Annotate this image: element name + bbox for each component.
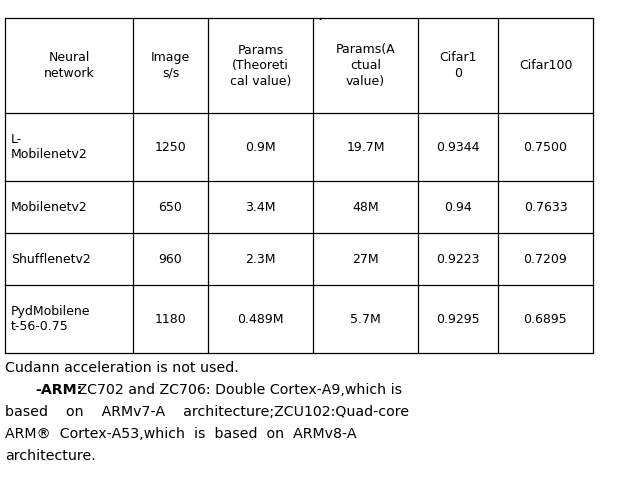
Text: 19.7M: 19.7M: [346, 141, 385, 153]
Text: 0.9223: 0.9223: [436, 252, 480, 266]
Text: architecture.: architecture.: [5, 449, 96, 463]
Text: Neural
network: Neural network: [44, 51, 94, 80]
Text: Cudann acceleration is not used.: Cudann acceleration is not used.: [5, 361, 239, 375]
Text: .: .: [317, 8, 323, 23]
Text: Params
(Theoreti
cal value): Params (Theoreti cal value): [230, 44, 291, 88]
Text: 2.3M: 2.3M: [245, 252, 276, 266]
Text: ARM®  Cortex-A53,which  is  based  on  ARMv8-A: ARM® Cortex-A53,which is based on ARMv8-…: [5, 427, 356, 441]
Text: 650: 650: [159, 200, 182, 214]
Text: -ARM:: -ARM:: [35, 383, 83, 397]
Text: 0.6895: 0.6895: [524, 313, 568, 325]
Text: 0.94: 0.94: [444, 200, 472, 214]
Text: Cifar100: Cifar100: [519, 59, 572, 72]
Text: ZC702 and ZC706: Double Cortex-A9,which is: ZC702 and ZC706: Double Cortex-A9,which …: [73, 383, 402, 397]
Text: 0.9344: 0.9344: [436, 141, 480, 153]
Text: 960: 960: [159, 252, 182, 266]
Text: 3.4M: 3.4M: [245, 200, 276, 214]
Text: 1180: 1180: [155, 313, 186, 325]
Text: PydMobilene
t-56-0.75: PydMobilene t-56-0.75: [11, 305, 90, 333]
Text: Shufflenetv2: Shufflenetv2: [11, 252, 91, 266]
Text: Mobilenetv2: Mobilenetv2: [11, 200, 88, 214]
Text: 0.7209: 0.7209: [524, 252, 568, 266]
Text: based    on    ARMv7-A    architecture;ZCU102:Quad-core: based on ARMv7-A architecture;ZCU102:Qua…: [5, 405, 409, 419]
Text: Params(A
ctual
value): Params(A ctual value): [336, 44, 396, 88]
Text: 48M: 48M: [352, 200, 379, 214]
Text: Image
s/s: Image s/s: [151, 51, 190, 80]
Text: 0.7500: 0.7500: [524, 141, 568, 153]
Text: 1250: 1250: [155, 141, 186, 153]
Text: 5.7M: 5.7M: [350, 313, 381, 325]
Text: 0.9295: 0.9295: [436, 313, 480, 325]
Text: 0.7633: 0.7633: [524, 200, 567, 214]
Text: L-
Mobilenetv2: L- Mobilenetv2: [11, 133, 88, 161]
Text: Cifar1
0: Cifar1 0: [439, 51, 477, 80]
Text: 0.9M: 0.9M: [245, 141, 276, 153]
Text: 27M: 27M: [352, 252, 379, 266]
Text: 0.489M: 0.489M: [237, 313, 284, 325]
